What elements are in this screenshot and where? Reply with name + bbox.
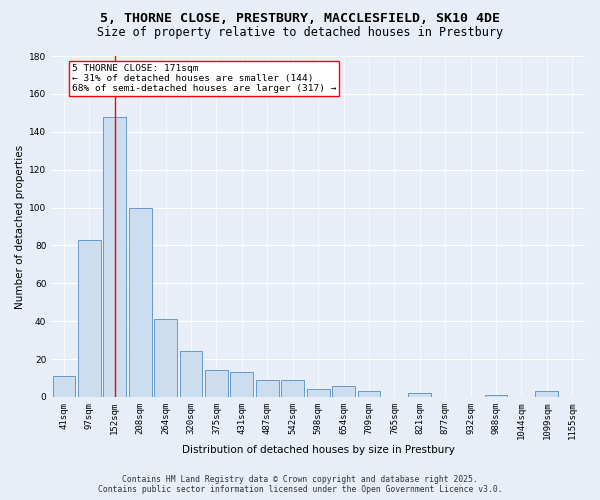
Bar [154, 320, 177, 397]
Bar [103, 116, 126, 397]
Bar [307, 390, 329, 397]
Bar [409, 393, 431, 397]
Bar [358, 392, 380, 397]
Bar [179, 352, 202, 397]
Bar [535, 392, 559, 397]
Bar [256, 380, 279, 397]
Bar [129, 208, 152, 397]
Text: Size of property relative to detached houses in Prestbury: Size of property relative to detached ho… [97, 26, 503, 39]
Bar [485, 395, 508, 397]
Text: 5, THORNE CLOSE, PRESTBURY, MACCLESFIELD, SK10 4DE: 5, THORNE CLOSE, PRESTBURY, MACCLESFIELD… [100, 12, 500, 26]
Text: Contains HM Land Registry data © Crown copyright and database right 2025.
Contai: Contains HM Land Registry data © Crown c… [98, 474, 502, 494]
Bar [281, 380, 304, 397]
Bar [78, 240, 101, 397]
Bar [205, 370, 228, 397]
X-axis label: Distribution of detached houses by size in Prestbury: Distribution of detached houses by size … [182, 445, 455, 455]
Bar [53, 376, 76, 397]
Bar [332, 386, 355, 397]
Bar [230, 372, 253, 397]
Y-axis label: Number of detached properties: Number of detached properties [15, 144, 25, 308]
Text: 5 THORNE CLOSE: 171sqm
← 31% of detached houses are smaller (144)
68% of semi-de: 5 THORNE CLOSE: 171sqm ← 31% of detached… [71, 64, 336, 94]
